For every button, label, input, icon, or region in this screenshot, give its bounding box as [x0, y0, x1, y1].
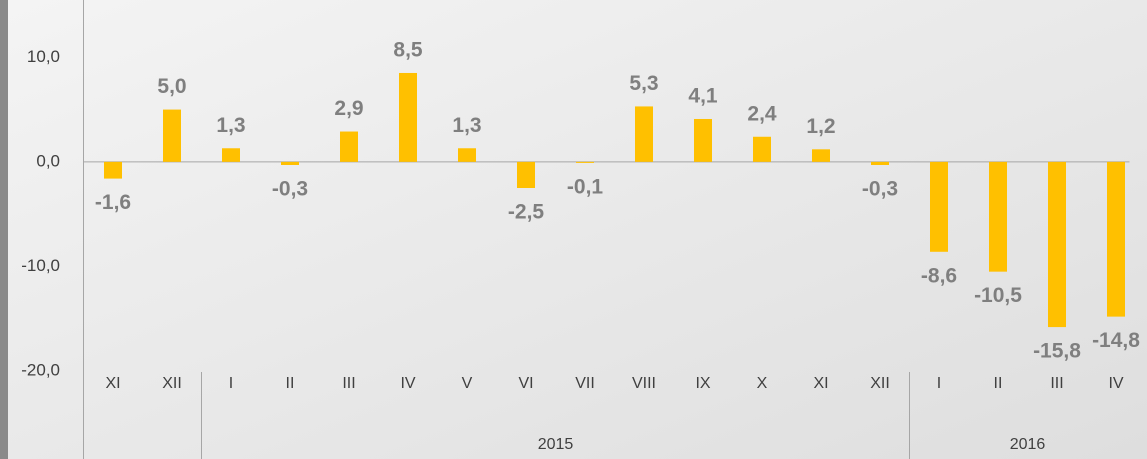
value-label: 2,4	[747, 102, 777, 125]
value-label: 5,0	[157, 75, 186, 98]
value-label: 1,2	[806, 115, 835, 138]
bar	[222, 148, 240, 162]
value-label: -15,8	[1033, 340, 1081, 363]
x-tick-label: XII	[870, 375, 890, 392]
bar	[163, 110, 181, 162]
x-tick-label: III	[342, 375, 355, 392]
x-tick-label: I	[229, 375, 233, 392]
bar	[930, 162, 948, 252]
y-tick-label: -10,0	[21, 256, 60, 275]
bar	[753, 137, 771, 162]
bar	[281, 162, 299, 165]
value-label: -10,5	[974, 284, 1022, 307]
bar	[812, 149, 830, 162]
y-tick-label: 0,0	[36, 151, 60, 170]
x-tick-label: V	[462, 375, 473, 392]
y-tick-label: -20,0	[21, 360, 60, 379]
bar	[989, 162, 1007, 272]
value-label: -0,3	[862, 178, 898, 201]
value-label: 1,3	[452, 114, 481, 137]
x-tick-label: II	[286, 375, 295, 392]
bar	[635, 106, 653, 161]
bar	[576, 162, 594, 163]
x-tick-label: XI	[813, 375, 828, 392]
value-label: -0,3	[272, 178, 308, 201]
bar	[458, 148, 476, 162]
chart: -20,0-10,00,010,0XI-1,6XII5,0I1,3II-0,3I…	[0, 0, 1147, 459]
value-label: -0,1	[567, 175, 604, 198]
value-label: -8,6	[921, 264, 957, 287]
y-tick-label: 10,0	[27, 47, 60, 66]
group-label: 2016	[1010, 436, 1046, 453]
value-label: -1,6	[95, 191, 131, 214]
value-label: 5,3	[629, 72, 658, 95]
x-tick-label: IV	[1108, 375, 1123, 392]
value-label: -2,5	[508, 201, 545, 224]
value-label: 1,3	[216, 114, 245, 137]
value-label: -14,8	[1092, 329, 1140, 352]
x-tick-label: III	[1050, 375, 1063, 392]
x-tick-label: IV	[400, 375, 415, 392]
bar	[340, 132, 358, 162]
value-label: 4,1	[688, 85, 718, 108]
x-tick-label: I	[937, 375, 941, 392]
x-tick-label: XI	[105, 375, 120, 392]
bar	[104, 162, 122, 179]
value-label: 8,5	[393, 39, 423, 62]
group-label: 2015	[538, 436, 574, 453]
x-tick-label: II	[994, 375, 1003, 392]
left-strip	[0, 0, 8, 459]
bar	[399, 73, 417, 162]
value-label: 2,9	[334, 97, 363, 120]
bar	[1048, 162, 1066, 327]
x-tick-label: XII	[162, 375, 182, 392]
x-tick-label: VI	[518, 375, 533, 392]
bar	[871, 162, 889, 165]
x-tick-label: X	[757, 375, 768, 392]
x-tick-label: VII	[575, 375, 595, 392]
bar	[694, 119, 712, 162]
x-tick-label: VIII	[632, 375, 656, 392]
bar	[517, 162, 535, 188]
bar	[1107, 162, 1125, 317]
x-tick-label: IX	[695, 375, 710, 392]
page: {"chart_data": {"type": "bar", "categori…	[0, 0, 1147, 459]
